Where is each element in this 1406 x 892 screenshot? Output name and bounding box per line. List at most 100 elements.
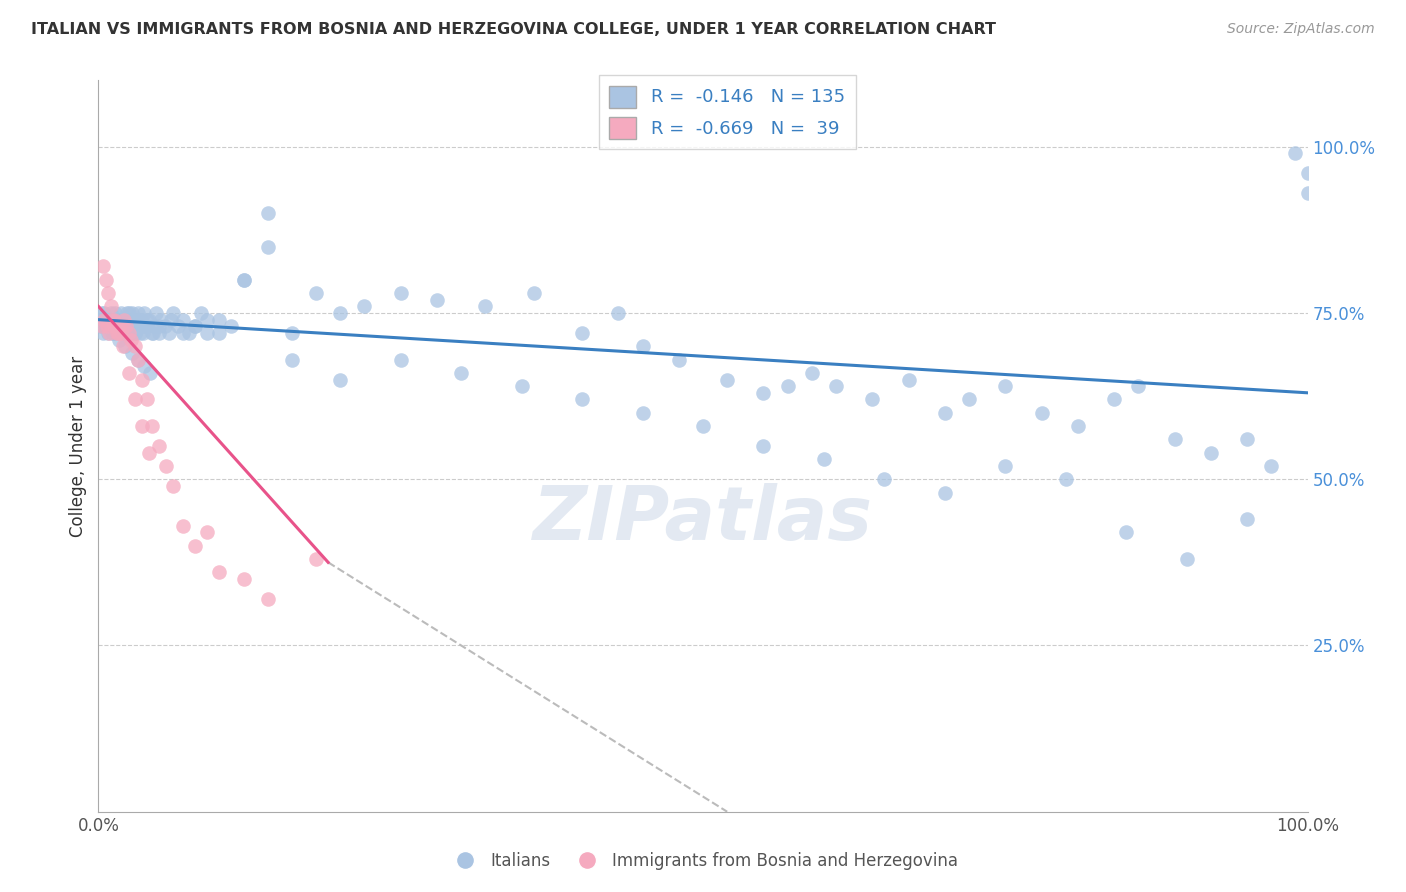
Point	[813, 452, 835, 467]
Point	[1296, 166, 1319, 180]
Point	[135, 312, 157, 326]
Point	[91, 306, 114, 320]
Point	[108, 312, 131, 326]
Point	[111, 339, 134, 353]
Point	[208, 566, 231, 580]
Point	[127, 306, 149, 320]
Point	[127, 319, 149, 334]
Point	[631, 406, 654, 420]
Point	[111, 312, 134, 326]
Point	[101, 326, 124, 340]
Point	[994, 458, 1017, 473]
Point	[281, 352, 304, 367]
Point	[128, 326, 150, 340]
Point	[98, 319, 121, 334]
Point	[124, 392, 146, 407]
Point	[172, 518, 194, 533]
Point	[389, 286, 412, 301]
Point	[125, 312, 148, 326]
Point	[221, 319, 243, 334]
Point	[118, 366, 141, 380]
Point	[94, 319, 117, 334]
Point	[124, 326, 146, 340]
Point	[571, 392, 593, 407]
Point	[100, 312, 122, 326]
Point	[98, 326, 121, 340]
Point	[108, 333, 131, 347]
Point	[93, 312, 115, 326]
Point	[994, 379, 1017, 393]
Point	[112, 312, 135, 326]
Point	[148, 319, 170, 334]
Point	[752, 439, 775, 453]
Point	[1031, 406, 1053, 420]
Point	[1067, 419, 1090, 434]
Point	[115, 326, 138, 340]
Y-axis label: College, Under 1 year: College, Under 1 year	[69, 355, 87, 537]
Point	[172, 326, 194, 340]
Point	[692, 419, 714, 434]
Point	[607, 306, 630, 320]
Point	[142, 326, 165, 340]
Point	[1260, 458, 1282, 473]
Point	[873, 472, 896, 486]
Point	[162, 479, 184, 493]
Point	[103, 312, 125, 326]
Point	[134, 359, 156, 374]
Point	[148, 439, 170, 453]
Point	[96, 319, 118, 334]
Point	[97, 286, 120, 301]
Point	[105, 319, 128, 334]
Point	[1296, 186, 1319, 201]
Point	[91, 319, 114, 334]
Point	[1236, 433, 1258, 447]
Point	[117, 306, 139, 320]
Point	[98, 319, 121, 334]
Point	[155, 458, 177, 473]
Point	[129, 319, 152, 334]
Point	[1236, 512, 1258, 526]
Point	[752, 385, 775, 400]
Point	[108, 319, 131, 334]
Point	[90, 319, 112, 334]
Point	[195, 312, 218, 326]
Point	[94, 273, 117, 287]
Point	[104, 306, 127, 320]
Point	[91, 312, 114, 326]
Point	[179, 326, 201, 340]
Point	[127, 352, 149, 367]
Point	[1199, 445, 1222, 459]
Point	[139, 366, 162, 380]
Text: ZIPatlas: ZIPatlas	[533, 483, 873, 556]
Point	[256, 239, 278, 253]
Point	[353, 299, 375, 313]
Point	[167, 319, 190, 334]
Point	[131, 419, 153, 434]
Point	[157, 326, 180, 340]
Point	[124, 326, 146, 340]
Point	[120, 326, 142, 340]
Point	[100, 306, 122, 320]
Point	[776, 379, 799, 393]
Point	[195, 525, 218, 540]
Point	[138, 445, 160, 459]
Point	[208, 326, 231, 340]
Point	[523, 286, 546, 301]
Point	[97, 312, 120, 326]
Point	[91, 326, 114, 340]
Point	[195, 326, 218, 340]
Point	[94, 312, 117, 326]
Point	[153, 319, 176, 334]
Point	[1115, 525, 1137, 540]
Point	[1054, 472, 1077, 486]
Point	[132, 326, 155, 340]
Point	[105, 326, 128, 340]
Point	[957, 392, 980, 407]
Point	[107, 319, 129, 334]
Point	[93, 319, 115, 334]
Point	[118, 326, 141, 340]
Point	[97, 326, 120, 340]
Point	[631, 339, 654, 353]
Point	[118, 312, 141, 326]
Legend: Italians, Immigrants from Bosnia and Herzegovina: Italians, Immigrants from Bosnia and Her…	[441, 846, 965, 877]
